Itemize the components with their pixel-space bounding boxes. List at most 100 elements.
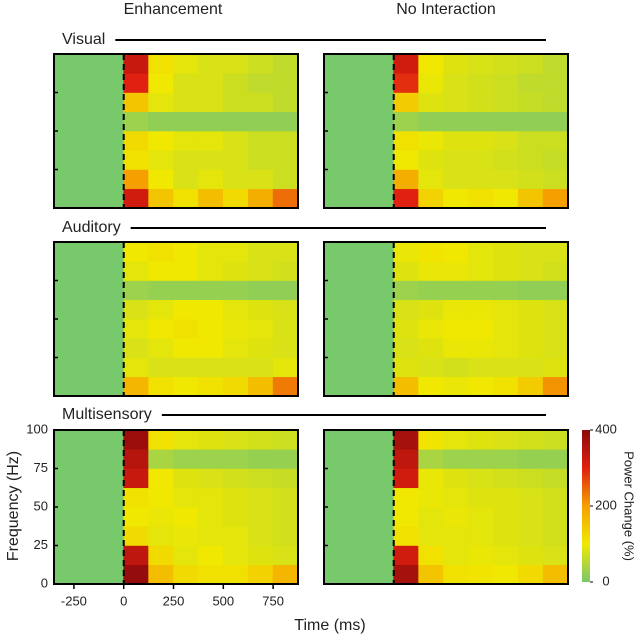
heat-cell <box>443 188 469 209</box>
heat-cell <box>493 260 519 281</box>
heat-cell <box>173 53 199 74</box>
heat-cell <box>517 130 544 151</box>
heat-cell <box>542 149 569 170</box>
heat-cell <box>517 280 544 301</box>
heat-cell <box>148 545 174 566</box>
heat-cell <box>542 130 569 151</box>
heat-cell <box>247 545 274 566</box>
heat-cell <box>393 376 419 397</box>
heat-cell <box>53 169 125 190</box>
heat-cell <box>198 564 224 585</box>
heat-cell <box>173 487 199 508</box>
heat-cell <box>123 376 149 397</box>
heat-cell <box>418 280 444 301</box>
heat-cell <box>468 149 494 170</box>
heat-cell <box>148 299 174 320</box>
heat-cell <box>223 376 249 397</box>
heat-cell <box>443 376 469 397</box>
heat-cell <box>443 318 469 339</box>
heat-cell <box>198 545 224 566</box>
heat-cell <box>173 149 199 170</box>
heat-cell <box>123 130 149 151</box>
heat-cell <box>148 149 174 170</box>
heat-cell <box>148 564 174 585</box>
heat-cell <box>517 169 544 190</box>
heat-cell <box>173 564 199 585</box>
heat-cell <box>393 53 419 74</box>
heat-cell <box>443 53 469 74</box>
heat-cell <box>123 468 149 489</box>
heat-cell <box>542 260 569 281</box>
heat-cell <box>493 448 519 469</box>
heat-cell <box>247 188 274 209</box>
heat-cell <box>223 487 249 508</box>
heat-cell <box>393 525 419 546</box>
heat-cell <box>272 337 299 358</box>
heat-cell <box>173 525 199 546</box>
heat-cell <box>443 564 469 585</box>
heat-cell <box>198 111 224 132</box>
heat-cell <box>123 299 149 320</box>
heat-cell <box>123 169 149 190</box>
heat-cell <box>53 564 125 585</box>
x-tick-label: 250 <box>163 593 185 608</box>
heat-cell <box>323 169 395 190</box>
heat-cell <box>443 487 469 508</box>
heat-cell <box>393 429 419 450</box>
heat-cell <box>468 72 494 93</box>
heat-cell <box>443 92 469 113</box>
heat-cell <box>468 299 494 320</box>
heat-cell <box>272 448 299 469</box>
heat-cell <box>517 299 544 320</box>
heat-cell <box>53 72 125 93</box>
heat-cell <box>517 545 544 566</box>
heat-cell <box>198 260 224 281</box>
heat-cell <box>173 280 199 301</box>
heat-cell <box>53 429 125 450</box>
heat-cell <box>123 149 149 170</box>
heat-cell <box>223 564 249 585</box>
heat-cell <box>393 337 419 358</box>
heat-cell <box>123 357 149 378</box>
heat-cell <box>223 111 249 132</box>
heat-cell <box>493 564 519 585</box>
heat-cell <box>148 92 174 113</box>
heat-cell <box>323 506 395 527</box>
heat-cell <box>53 280 125 301</box>
heat-cell <box>173 241 199 262</box>
heat-cell <box>198 72 224 93</box>
heat-cell <box>148 260 174 281</box>
heat-cell <box>247 111 274 132</box>
heat-cell <box>493 53 519 74</box>
heat-cell <box>272 429 299 450</box>
heat-cell <box>223 506 249 527</box>
heat-cell <box>517 72 544 93</box>
heat-cell <box>323 241 395 262</box>
heat-cell <box>418 92 444 113</box>
heat-cell <box>493 357 519 378</box>
heat-cell <box>493 487 519 508</box>
heat-cell <box>148 111 174 132</box>
heat-cell <box>198 525 224 546</box>
heat-cell <box>542 545 569 566</box>
heat-cell <box>393 564 419 585</box>
heat-cell <box>443 448 469 469</box>
heat-cell <box>198 448 224 469</box>
heat-cell <box>223 318 249 339</box>
heat-cell <box>173 545 199 566</box>
heat-cell <box>272 299 299 320</box>
heat-cell <box>323 280 395 301</box>
heat-cell <box>123 111 149 132</box>
heat-cell <box>493 169 519 190</box>
heat-cell <box>517 506 544 527</box>
heat-cell <box>468 337 494 358</box>
heat-cell <box>148 337 174 358</box>
heat-cell <box>542 468 569 489</box>
heat-cell <box>443 429 469 450</box>
heat-cell <box>517 188 544 209</box>
heat-cell <box>542 429 569 450</box>
heat-cell <box>148 280 174 301</box>
heat-cell <box>223 149 249 170</box>
heat-cell <box>148 468 174 489</box>
